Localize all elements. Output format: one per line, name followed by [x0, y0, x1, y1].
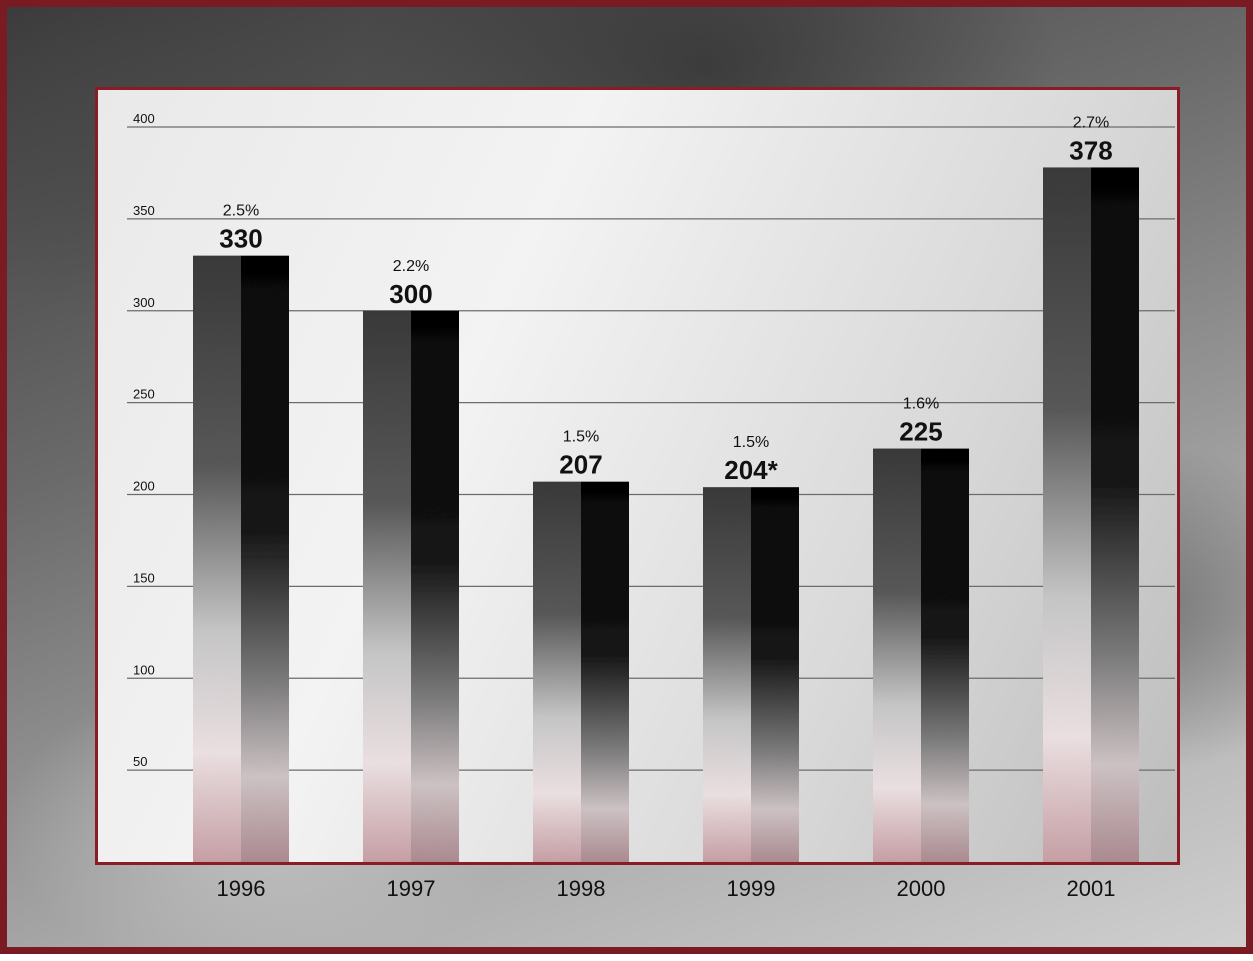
bar-left-face — [363, 310, 411, 862]
bars — [193, 167, 1139, 863]
bar — [193, 255, 289, 862]
value-label: 207 — [559, 450, 602, 480]
bar — [363, 310, 459, 862]
value-label: 378 — [1069, 135, 1112, 165]
bar-right-face — [751, 487, 799, 862]
percent-label: 1.5% — [733, 434, 769, 451]
percent-label: 2.5% — [223, 203, 259, 220]
y-tick-label: 200 — [133, 479, 155, 494]
percent-label: 1.6% — [903, 396, 939, 413]
x-tick-label: 2001 — [1067, 876, 1116, 901]
bar-left-face — [703, 487, 751, 862]
bar-right-face — [1091, 167, 1139, 863]
y-tick-label: 350 — [133, 203, 155, 218]
bar — [703, 487, 799, 862]
bar — [873, 448, 969, 862]
y-tick-label: 400 — [133, 111, 155, 126]
bar-left-face — [1043, 167, 1091, 863]
bar-right-face — [581, 481, 629, 862]
y-tick-label: 250 — [133, 387, 155, 402]
x-tick-label: 1997 — [387, 876, 436, 901]
bar — [1043, 167, 1139, 863]
x-tick-label: 2000 — [897, 876, 946, 901]
y-tick-label: 150 — [133, 570, 155, 585]
x-tick-label: 1998 — [557, 876, 606, 901]
bar — [533, 481, 629, 862]
bar-left-face — [533, 481, 581, 862]
x-tick-label: 1999 — [727, 876, 776, 901]
percent-label: 1.5% — [563, 429, 599, 446]
bar-right-face — [411, 310, 459, 862]
bar-chart: 50 100 150 200 250 300 350 400 2.5% 330 1996 2.2% 3… — [127, 111, 1175, 901]
value-label: 330 — [219, 224, 262, 254]
bar-right-face — [241, 255, 289, 862]
gridlines: 50 100 150 200 250 300 350 400 — [127, 111, 1175, 771]
value-label: 300 — [389, 279, 432, 309]
labels: 2.5% 330 1996 2.2% 300 1997 1.5% 207 1998 1.5% 204… — [217, 114, 1116, 901]
y-tick-label: 50 — [133, 754, 147, 769]
bar-left-face — [193, 255, 241, 862]
bar-left-face — [873, 448, 921, 862]
y-tick-label: 100 — [133, 662, 155, 677]
x-tick-label: 1996 — [217, 876, 266, 901]
value-label: 225 — [899, 417, 942, 447]
percent-label: 2.2% — [393, 258, 429, 275]
value-label: 204* — [724, 455, 778, 485]
percent-label: 2.7% — [1073, 114, 1109, 131]
bar-right-face — [921, 448, 969, 862]
y-tick-label: 300 — [133, 295, 155, 310]
